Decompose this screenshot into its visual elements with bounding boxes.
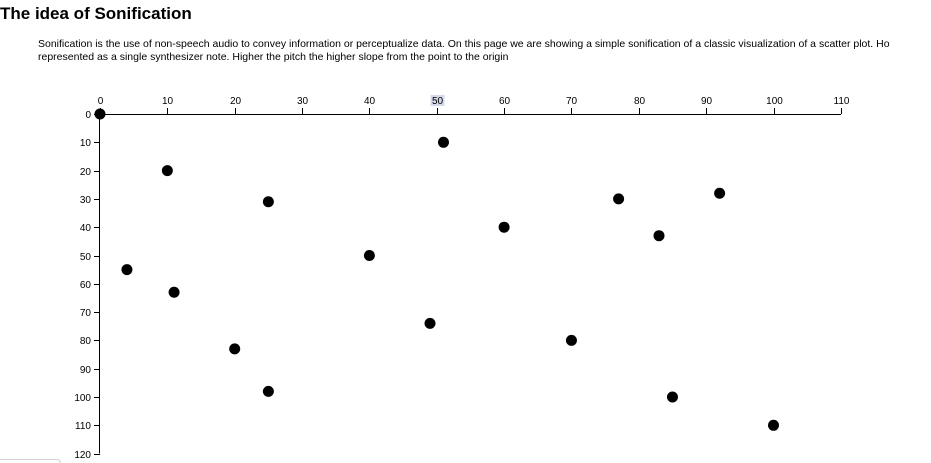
- y-tick-label: 30: [80, 195, 92, 206]
- x-tick-label: 40: [364, 96, 376, 107]
- scatter-point: [768, 419, 779, 431]
- y-tick-label: 40: [80, 223, 92, 234]
- scatter-point: [161, 165, 173, 177]
- x-tick-label: 60: [499, 96, 511, 107]
- page-title: The idea of Sonification: [0, 4, 192, 23]
- x-tick-label: 30: [297, 96, 309, 107]
- x-tick-label: 90: [701, 96, 713, 107]
- y-tick-label: 90: [80, 365, 92, 376]
- x-tick-label: 10: [162, 96, 174, 107]
- scatter-point: [262, 385, 274, 397]
- x-tick-label: 20: [230, 96, 242, 107]
- x-tick-label: 50: [432, 96, 444, 107]
- x-tick-label: 70: [566, 96, 578, 107]
- scatter-point: [262, 196, 274, 208]
- y-tick-label: 60: [80, 280, 92, 291]
- y-tick-label: 10: [80, 138, 92, 149]
- scatter-point: [229, 343, 241, 355]
- x-tick-label: 0: [98, 96, 104, 107]
- x-tick-label: 110: [834, 96, 850, 107]
- y-tick-label: 120: [74, 450, 91, 461]
- y-tick-label: 80: [80, 336, 92, 347]
- scatter-point: [565, 334, 577, 346]
- scatter-point: [363, 250, 375, 261]
- scatter-point: [653, 230, 665, 242]
- scatter-point: [424, 317, 436, 329]
- y-tick-label: 110: [75, 421, 91, 432]
- scatter-point: [714, 187, 726, 199]
- scatter-point: [94, 108, 106, 120]
- y-tick-label: 20: [80, 167, 92, 178]
- x-tick-label: 100: [766, 96, 783, 107]
- intro-paragraph: Sonification is the use of non-speech au…: [38, 38, 931, 64]
- scrollbar-hint[interactable]: [0, 459, 61, 463]
- y-tick-label: 100: [74, 393, 91, 404]
- y-tick-label: 0: [85, 110, 91, 121]
- scatter-point: [498, 221, 510, 233]
- intro-line-2: represented as a single synthesizer note…: [38, 51, 509, 63]
- scatter-point: [168, 286, 180, 298]
- y-tick-label: 50: [80, 252, 92, 263]
- intro-line-1: Sonification is the use of non-speech au…: [38, 38, 890, 50]
- y-tick-label: 70: [80, 308, 92, 319]
- scatter-point: [437, 136, 449, 148]
- scatter-point: [666, 391, 678, 403]
- x-tick-highlight: [430, 95, 445, 106]
- x-tick-label: 80: [634, 96, 646, 107]
- scatter-point: [121, 264, 133, 276]
- scatter-point: [613, 193, 625, 205]
